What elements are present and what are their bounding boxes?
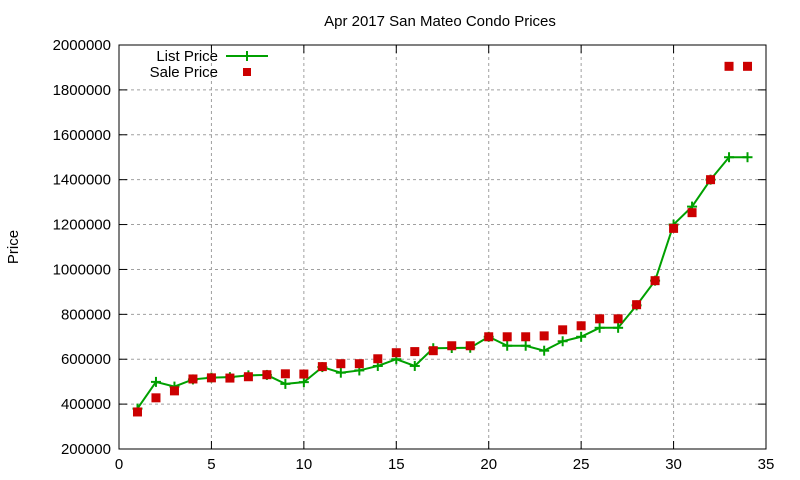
grid-lines: [119, 45, 766, 449]
square-marker-icon: [613, 314, 623, 324]
y-tick-label: 1800000: [53, 82, 111, 99]
y-axis-ticks: 200000 400000 600000 800000 1000000 1200000 14…: [53, 37, 766, 458]
square-marker-icon: [299, 369, 309, 379]
square-marker-icon: [225, 373, 235, 383]
square-marker-icon: [706, 175, 716, 185]
square-marker-icon: [280, 369, 290, 379]
y-tick-label: 1600000: [53, 127, 111, 144]
square-marker-icon: [373, 354, 383, 364]
series-sale-price: [132, 61, 753, 417]
square-marker-icon: [687, 208, 697, 218]
legend: List Price Sale Price: [150, 48, 268, 81]
y-tick-label: 600000: [61, 351, 111, 368]
square-marker-icon: [539, 331, 549, 341]
square-marker-icon: [336, 359, 346, 369]
legend-line-plus-icon: [226, 51, 268, 61]
square-marker-icon: [502, 332, 512, 342]
y-axis-label: Price: [5, 230, 22, 264]
square-marker-icon: [188, 374, 198, 384]
x-tick-label: 15: [388, 456, 405, 473]
square-marker-icon: [317, 362, 327, 372]
square-marker-icon: [521, 332, 531, 342]
square-marker-icon: [669, 223, 679, 233]
y-tick-label: 1200000: [53, 217, 111, 234]
square-marker-icon: [447, 341, 457, 351]
x-tick-label: 20: [480, 456, 497, 473]
square-marker-icon: [576, 321, 586, 331]
square-marker-icon: [391, 348, 401, 358]
square-marker-icon: [262, 370, 272, 380]
y-tick-label: 800000: [61, 306, 111, 323]
legend-label-list-price: List Price: [156, 48, 218, 65]
square-marker-icon: [465, 341, 475, 351]
x-axis-ticks: 0 5 10 15 20 25 30 35: [115, 45, 775, 473]
square-marker-icon: [151, 393, 161, 403]
y-tick-label: 1000000: [53, 261, 111, 278]
square-marker-icon: [743, 61, 753, 71]
square-marker-icon: [650, 276, 660, 286]
x-tick-label: 25: [573, 456, 590, 473]
plot-frame: [118, 44, 767, 450]
square-marker-icon: [724, 61, 734, 71]
square-marker-icon: [632, 300, 642, 310]
square-marker-icon: [595, 314, 605, 324]
square-marker-icon: [410, 347, 420, 357]
chart-title: Apr 2017 San Mateo Condo Prices: [324, 13, 556, 30]
y-tick-label: 2000000: [53, 37, 111, 54]
x-tick-label: 0: [115, 456, 123, 473]
square-marker-icon: [206, 373, 216, 383]
legend-square-icon: [243, 68, 251, 76]
y-tick-label: 1400000: [53, 172, 111, 189]
square-marker-icon: [428, 346, 438, 356]
legend-label-sale-price: Sale Price: [150, 64, 218, 81]
square-marker-icon: [169, 386, 179, 396]
y-tick-label: 200000: [61, 441, 111, 458]
y-tick-label: 400000: [61, 396, 111, 413]
x-tick-label: 5: [207, 456, 215, 473]
square-marker-icon: [243, 372, 253, 382]
square-marker-icon: [558, 325, 568, 335]
x-tick-label: 10: [296, 456, 313, 473]
x-tick-label: 30: [665, 456, 682, 473]
square-marker-icon: [484, 332, 494, 342]
square-marker-icon: [132, 407, 142, 417]
square-marker-icon: [354, 359, 364, 369]
x-tick-label: 35: [758, 456, 775, 473]
